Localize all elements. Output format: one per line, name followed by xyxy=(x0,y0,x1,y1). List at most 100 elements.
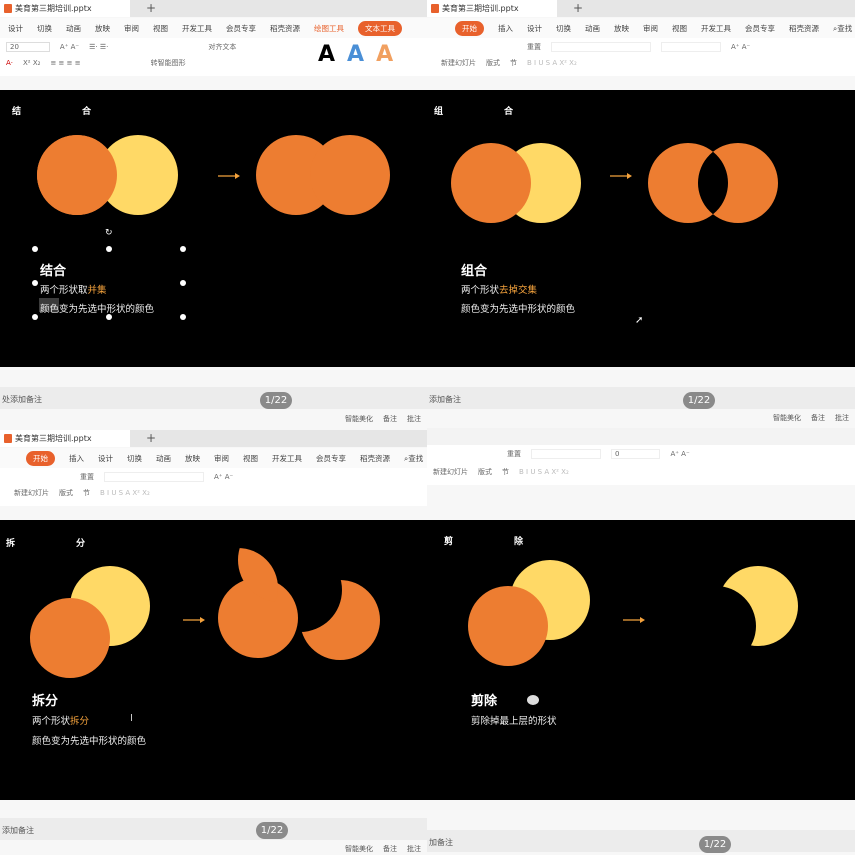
menu-tab-3[interactable]: 切换 xyxy=(127,453,142,463)
resize-handle[interactable] xyxy=(180,246,186,252)
new-slide-button[interactable]: 新建幻灯片 xyxy=(14,489,49,497)
comments-button[interactable]: 批注 xyxy=(407,845,421,853)
union-shape-right xyxy=(310,135,390,215)
menu-tab-0[interactable]: 开始 xyxy=(26,450,55,466)
resize-handle[interactable] xyxy=(32,246,38,252)
notes-button[interactable]: 备注 xyxy=(383,415,397,423)
reset-button[interactable]: 重置 xyxy=(80,473,94,481)
menu-tab-1[interactable]: 切换 xyxy=(37,23,52,33)
smart-shape-button[interactable]: 转智能图形 xyxy=(150,59,186,67)
search-button[interactable]: ⌕查找 xyxy=(404,453,424,463)
menu-tab-9[interactable]: 会员专享 xyxy=(745,23,775,33)
menu-tab-6[interactable]: 开发工具 xyxy=(182,23,212,33)
menu-tab-6[interactable]: 审阅 xyxy=(643,23,658,33)
new-tab-button[interactable]: + xyxy=(573,1,584,15)
menu-tab-8[interactable]: 开发工具 xyxy=(701,23,731,33)
beautify-button[interactable]: 智能美化 xyxy=(345,415,373,423)
menu-tab-9[interactable]: 会员专享 xyxy=(316,453,346,463)
menu-tab-7[interactable]: 视图 xyxy=(243,453,258,463)
slide-canvas[interactable]: 结 合 结合 两个形状取并集 颜色变为先选中形状的颜色 ↻ xyxy=(0,90,427,367)
search-button[interactable]: ⌕查找 xyxy=(833,23,853,33)
menu-tab-4[interactable]: 审阅 xyxy=(124,23,139,33)
document-tab[interactable]: 美育第三期培训.pptx xyxy=(427,0,557,17)
reset-button[interactable]: 重置 xyxy=(527,43,541,51)
superscript-icon[interactable]: X² X₂ xyxy=(23,59,41,67)
reset-button[interactable]: 重置 xyxy=(507,450,521,458)
document-tab[interactable]: 美育第三期培训.pptx xyxy=(0,430,130,447)
menu-tab-drawing_tools[interactable]: 绘图工具 xyxy=(314,23,344,33)
align-icons[interactable]: ≡ ≡ ≡ ≡ xyxy=(50,59,81,67)
menu-tab-10[interactable]: 稻壳资源 xyxy=(360,453,390,463)
menu-tab-2[interactable]: 设计 xyxy=(527,23,542,33)
notes-button[interactable]: 备注 xyxy=(383,845,397,853)
resize-handle[interactable] xyxy=(106,314,112,320)
resize-handle[interactable] xyxy=(32,280,38,286)
resize-handle[interactable] xyxy=(106,246,112,252)
slide-canvas[interactable]: 组 合 组合 两个形状去掉交集 颜色变为先选中形状的颜色 ➚ xyxy=(427,90,855,367)
layout-button[interactable]: 版式 xyxy=(59,489,73,497)
menu-tab-3[interactable]: 放映 xyxy=(95,23,110,33)
ribbon-menu: 开始 插入 设计 切换 动画 放映 审阅 视图 开发工具 会员专享 稻壳资源 ⌕查找 xyxy=(427,18,855,38)
menu-tab-text_tools[interactable]: 文本工具 xyxy=(358,20,402,36)
notes-field[interactable]: 处添加备注 xyxy=(0,387,427,409)
menu-tab-4[interactable]: 动画 xyxy=(156,453,171,463)
font-size-select[interactable] xyxy=(661,42,721,52)
font-size-select[interactable]: 0 xyxy=(611,449,661,459)
beautify-button[interactable]: 智能美化 xyxy=(345,845,373,853)
new-tab-button[interactable]: + xyxy=(146,1,157,15)
menu-tab-0[interactable]: 开始 xyxy=(455,20,484,36)
resize-handle[interactable] xyxy=(180,280,186,286)
menu-tab-7[interactable]: 视图 xyxy=(672,23,687,33)
comments-button[interactable]: 批注 xyxy=(835,414,849,422)
menu-tab-6[interactable]: 审阅 xyxy=(214,453,229,463)
section-button[interactable]: 节 xyxy=(83,489,90,497)
beautify-button[interactable]: 智能美化 xyxy=(773,414,801,422)
new-slide-button[interactable]: 新建幻灯片 xyxy=(441,59,476,67)
layout-button[interactable]: 版式 xyxy=(478,468,492,476)
layout-button[interactable]: 版式 xyxy=(486,59,500,67)
menu-tab-3[interactable]: 切换 xyxy=(556,23,571,33)
font-name-select[interactable] xyxy=(531,449,601,459)
menu-tab-5[interactable]: 放映 xyxy=(614,23,629,33)
menu-tab-0[interactable]: 设计 xyxy=(8,23,23,33)
resize-handle[interactable] xyxy=(180,314,186,320)
menu-tab-8[interactable]: 开发工具 xyxy=(272,453,302,463)
font-name-select[interactable] xyxy=(104,472,204,482)
grow-font-icon[interactable]: A⁺ A⁻ xyxy=(59,43,80,51)
menu-tab-5[interactable]: 视图 xyxy=(153,23,168,33)
notes-field[interactable]: 添加备注 xyxy=(0,818,427,840)
section-button[interactable]: 节 xyxy=(502,468,509,476)
menu-tab-10[interactable]: 稻壳资源 xyxy=(789,23,819,33)
align-text-button[interactable]: 对齐文本 xyxy=(208,43,237,51)
section-button[interactable]: 节 xyxy=(510,59,517,67)
list-icon[interactable]: ☰· ☰· xyxy=(89,43,109,51)
ribbon-menu: 开始 插入 设计 切换 动画 放映 审阅 视图 开发工具 会员专享 稻壳资源 ⌕查找 xyxy=(0,448,427,468)
subtract-result xyxy=(718,566,798,646)
menu-tab-4[interactable]: 动画 xyxy=(585,23,600,33)
resize-handle[interactable] xyxy=(32,314,38,320)
fragment-top xyxy=(238,548,278,602)
menu-tab-1[interactable]: 插入 xyxy=(498,23,513,33)
new-tab-button[interactable]: + xyxy=(146,431,157,445)
font-name-select[interactable] xyxy=(551,42,651,52)
notes-field[interactable]: 加备注 xyxy=(427,830,855,852)
font-color-icon[interactable]: A· xyxy=(6,59,14,67)
font-size-select[interactable]: 20 xyxy=(6,42,50,52)
menu-tab-8[interactable]: 稻壳资源 xyxy=(270,23,300,33)
ribbon-toolbar: 重置 0 A⁺ A⁻ 新建幻灯片 版式节 B I U S A X² X₂ xyxy=(427,445,855,485)
menu-tab-7[interactable]: 会员专享 xyxy=(226,23,256,33)
document-tab[interactable]: 美育第三期培训.pptx xyxy=(0,0,130,17)
menu-tab-2[interactable]: 动画 xyxy=(66,23,81,33)
new-slide-button[interactable]: 新建幻灯片 xyxy=(433,468,468,476)
notes-field[interactable]: 添加备注 xyxy=(427,387,855,409)
notes-button[interactable]: 备注 xyxy=(811,414,825,422)
shape-drawing xyxy=(30,548,380,678)
slide-canvas[interactable]: 拆 分 拆分 两个形状拆分 颜色变为先选中形状的颜色 I xyxy=(0,520,427,800)
menu-tab-1[interactable]: 插入 xyxy=(69,453,84,463)
slide-canvas[interactable]: 剪 除 剪除 剪除掉最上层的形状 xyxy=(427,520,855,800)
menu-tab-5[interactable]: 放映 xyxy=(185,453,200,463)
comments-button[interactable]: 批注 xyxy=(407,415,421,423)
rotate-handle-icon[interactable]: ↻ xyxy=(105,228,113,238)
menu-tab-2[interactable]: 设计 xyxy=(98,453,113,463)
